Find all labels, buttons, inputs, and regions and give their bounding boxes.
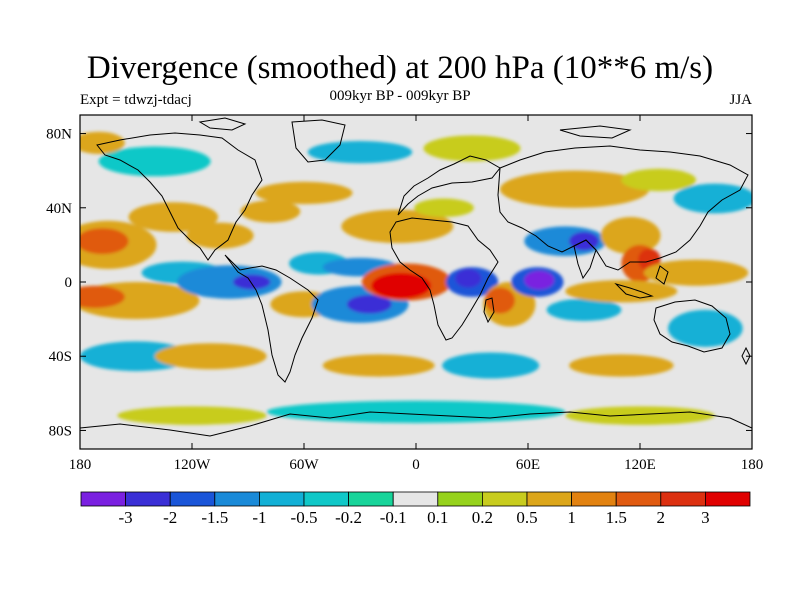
contour-blob — [186, 222, 254, 249]
colorbar-label: 1.5 — [606, 508, 627, 527]
lon-tick-label: 180 — [69, 457, 92, 473]
period-label: 009kyr BP - 009kyr BP — [329, 88, 471, 104]
colorbar-box — [258, 491, 305, 507]
colorbar-box — [481, 491, 528, 507]
lat-tick-label: 80N — [46, 127, 72, 143]
contour-blob — [240, 200, 301, 223]
contour-blob — [154, 343, 267, 370]
lon-tick-label: 0 — [412, 457, 420, 473]
contour-blob — [621, 168, 697, 192]
contour-blob — [117, 406, 267, 425]
axis-labels: 80N 40N 0 40S 80S 180 120W 60W 0 60E 120E 180 — [46, 127, 763, 473]
colorbar-label: 2 — [657, 508, 666, 527]
axis-ticks — [79, 115, 753, 449]
contour-blob — [565, 406, 715, 425]
contour-blob — [455, 269, 482, 288]
colorbar-label: -2 — [163, 508, 177, 527]
colorbar-box — [660, 491, 706, 507]
contour-blob — [98, 146, 211, 177]
experiment-label: Expt = tdwzj-tdacj — [80, 92, 192, 108]
colorbar-box — [437, 491, 483, 507]
contour-blob — [546, 298, 622, 321]
contour-blobs — [80, 131, 752, 425]
contour-blob — [80, 228, 129, 255]
colorbar-label: -0.5 — [291, 508, 318, 527]
colorbar-box — [571, 491, 617, 507]
colorbar-box — [392, 491, 439, 507]
contour-blob — [485, 287, 515, 314]
colorbar-box — [125, 491, 171, 507]
contour-blob — [341, 209, 454, 244]
colorbar-label: -1 — [252, 508, 266, 527]
colorbar-box — [80, 491, 126, 507]
colorbar-label: 1 — [567, 508, 576, 527]
contour-blob — [80, 131, 125, 154]
lon-tick-label: 60E — [516, 457, 540, 473]
colorbar-box — [526, 491, 572, 507]
colorbar-box — [705, 491, 751, 507]
season-label: JJA — [729, 92, 752, 108]
contour-blob — [80, 285, 125, 308]
colorbar-box — [169, 491, 216, 507]
contour-blob — [600, 217, 661, 255]
map-field — [80, 115, 752, 449]
contour-blob — [668, 309, 743, 347]
colorbar-label: -0.1 — [380, 508, 407, 527]
contour-blob — [569, 354, 674, 377]
contour-blob — [371, 272, 431, 299]
colorbar-box — [214, 491, 260, 507]
lon-tick-label: 120E — [624, 457, 656, 473]
contour-blob — [673, 183, 752, 214]
colorbar-boxes — [80, 491, 751, 507]
contour-blob — [128, 202, 219, 232]
plot-title: Divergence (smoothed) at 200 hPa (10**6 … — [86, 50, 714, 86]
colorbar-label: -3 — [119, 508, 133, 527]
lat-tick-label: 80S — [49, 423, 72, 439]
colorbar-box — [615, 491, 662, 507]
contour-blob — [524, 270, 555, 290]
contour-blob — [346, 294, 392, 314]
colorbar-box — [348, 491, 394, 507]
contour-blob — [442, 352, 540, 379]
contour-blob — [322, 354, 435, 377]
colorbar-label: 0.2 — [472, 508, 493, 527]
lon-tick-label: 60W — [289, 457, 319, 473]
colorbar-label: 0.1 — [427, 508, 448, 527]
contour-blob — [414, 198, 474, 218]
colorbar-label: 3 — [701, 508, 710, 527]
colorbar-label: 0.5 — [516, 508, 537, 527]
colorbar-labels: -3 -2 -1.5 -1 -0.5 -0.2 -0.1 0.1 0.2 0.5 1 1.5 2 3 — [119, 508, 710, 527]
contour-blob — [500, 170, 650, 208]
colorbar-label: -1.5 — [201, 508, 228, 527]
contour-blob — [233, 274, 271, 290]
lon-tick-label: 180 — [741, 457, 764, 473]
lon-tick-label: 120W — [174, 457, 212, 473]
contour-blob — [307, 140, 413, 164]
contour-blob — [80, 341, 192, 372]
coastlines — [80, 117, 752, 437]
lat-tick-label: 0 — [65, 275, 73, 291]
contour-blob — [423, 135, 521, 162]
contour-blob — [643, 259, 749, 286]
colorbar-box — [303, 491, 349, 507]
lat-tick-label: 40S — [49, 349, 72, 365]
contour-blob — [177, 265, 282, 299]
colorbar-label: -0.2 — [335, 508, 362, 527]
lat-tick-label: 40N — [46, 201, 72, 217]
contour-blob — [255, 181, 353, 205]
